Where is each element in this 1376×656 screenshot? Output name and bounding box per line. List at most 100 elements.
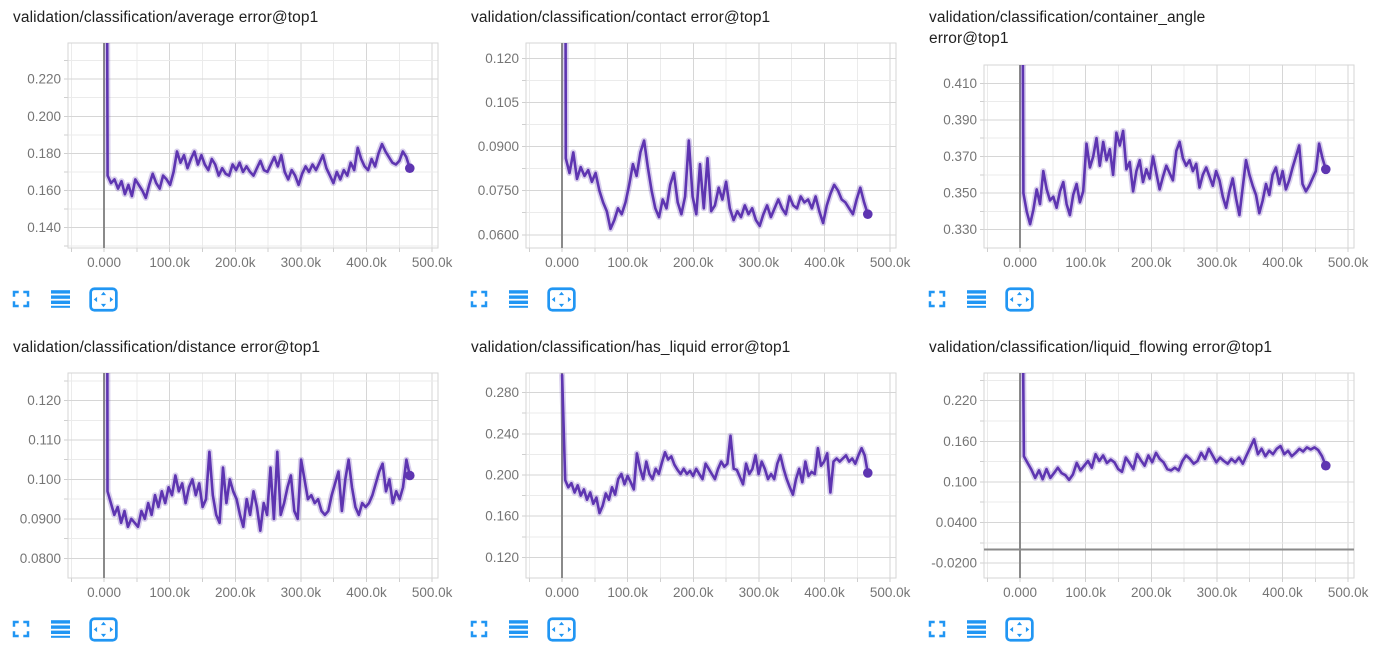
fullscreen-icon bbox=[928, 620, 946, 638]
x-tick-label: 300.0k bbox=[281, 585, 322, 600]
y-tick-label: 0.200 bbox=[27, 109, 61, 124]
x-tick-label: 0.000 bbox=[545, 585, 579, 600]
x-tick-label: 0.000 bbox=[1003, 255, 1037, 270]
expand-chart-button[interactable] bbox=[926, 618, 948, 640]
line-chart[interactable]: 0.120 0.160 0.200 0.240 0.280 0.000 100.0k 200.… bbox=[458, 360, 916, 600]
y-tick-label: 0.160 bbox=[27, 183, 61, 198]
y-tick-label: 0.220 bbox=[943, 393, 977, 408]
series-line bbox=[106, 373, 412, 532]
x-tick-label: 500.0k bbox=[412, 255, 453, 270]
fit-domain-button[interactable] bbox=[1005, 616, 1034, 642]
x-tick-label: 400.0k bbox=[346, 585, 387, 600]
series-line bbox=[1021, 373, 1328, 482]
y-tick-label: 0.100 bbox=[27, 472, 61, 487]
y-tick-label: 0.160 bbox=[943, 434, 977, 449]
fit-domain-icon bbox=[547, 616, 576, 642]
runs-list-button[interactable] bbox=[48, 617, 73, 641]
x-tick-label: 500.0k bbox=[1328, 255, 1369, 270]
fit-domain-icon bbox=[89, 616, 118, 642]
x-tick-label: 200.0k bbox=[1131, 585, 1172, 600]
fit-domain-icon bbox=[1005, 286, 1034, 312]
x-tick-label: 500.0k bbox=[1328, 585, 1369, 600]
y-tick-label: 0.330 bbox=[943, 222, 977, 237]
fit-domain-icon bbox=[1005, 616, 1034, 642]
fit-domain-button[interactable] bbox=[1005, 286, 1034, 312]
y-tick-label: 0.160 bbox=[485, 509, 519, 524]
line-chart[interactable]: -0.0200 0.0400 0.100 0.160 0.220 0.000 100.0k 2… bbox=[916, 360, 1374, 600]
y-tick-label: 0.0900 bbox=[20, 511, 61, 526]
fit-domain-button[interactable] bbox=[89, 286, 118, 312]
x-tick-label: 200.0k bbox=[673, 255, 714, 270]
grid-lines bbox=[522, 43, 896, 252]
y-tick-label: 0.0400 bbox=[936, 515, 977, 530]
line-chart[interactable]: 0.0800 0.0900 0.100 0.110 0.120 0.000 100.0k 20… bbox=[0, 360, 458, 600]
x-tick-label: 400.0k bbox=[804, 255, 845, 270]
horizontal-lines-icon bbox=[967, 290, 986, 308]
y-tick-label: 0.0750 bbox=[478, 183, 519, 198]
x-tick-label: 400.0k bbox=[1262, 585, 1303, 600]
plot-border bbox=[67, 372, 439, 579]
y-tick-label: 0.390 bbox=[943, 112, 977, 127]
series-halo bbox=[559, 373, 871, 517]
plot-border bbox=[525, 372, 897, 579]
expand-chart-button[interactable] bbox=[926, 288, 948, 310]
runs-list-button[interactable] bbox=[964, 617, 989, 641]
fit-domain-button[interactable] bbox=[547, 286, 576, 312]
x-tick-label: 0.000 bbox=[87, 585, 121, 600]
line-chart[interactable]: 0.0600 0.0750 0.0900 0.105 0.120 0.000 100.0k 2… bbox=[458, 30, 916, 270]
runs-list-button[interactable] bbox=[48, 287, 73, 311]
x-tick-label: 300.0k bbox=[281, 255, 322, 270]
expand-chart-button[interactable] bbox=[10, 618, 32, 640]
fit-domain-button[interactable] bbox=[89, 616, 118, 642]
runs-list-button[interactable] bbox=[964, 287, 989, 311]
x-tick-label: 300.0k bbox=[1197, 255, 1238, 270]
fit-domain-icon bbox=[547, 286, 576, 312]
x-tick-label: 500.0k bbox=[412, 585, 453, 600]
horizontal-lines-icon bbox=[51, 620, 70, 638]
expand-chart-button[interactable] bbox=[10, 288, 32, 310]
chart-title: validation/classification/container_angl… bbox=[929, 9, 1206, 47]
chart-title: validation/classification/average error@… bbox=[13, 9, 319, 26]
x-tick-label: 300.0k bbox=[1197, 585, 1238, 600]
fit-domain-button[interactable] bbox=[547, 616, 576, 642]
x-tick-label: 100.0k bbox=[607, 585, 648, 600]
x-tick-label: 200.0k bbox=[215, 255, 256, 270]
y-tick-label: -0.0200 bbox=[931, 556, 977, 571]
y-tick-label: 0.350 bbox=[943, 186, 977, 201]
line-chart[interactable]: 0.140 0.160 0.180 0.200 0.220 0.000 100.0k 200.… bbox=[0, 30, 458, 270]
y-tick-label: 0.280 bbox=[485, 385, 519, 400]
chart-toolbar bbox=[10, 285, 118, 313]
chart-card: validation/classification/distance error… bbox=[0, 330, 458, 656]
expand-chart-button[interactable] bbox=[468, 618, 490, 640]
chart-toolbar bbox=[926, 615, 1034, 643]
y-tick-label: 0.0900 bbox=[478, 139, 519, 154]
y-tick-label: 0.240 bbox=[485, 426, 519, 441]
y-tick-label: 0.120 bbox=[27, 393, 61, 408]
chart-card: validation/classification/has_liquid err… bbox=[458, 330, 916, 656]
x-tick-label: 400.0k bbox=[1262, 255, 1303, 270]
runs-list-button[interactable] bbox=[506, 287, 531, 311]
end-point-dot bbox=[862, 468, 873, 478]
end-point-dot bbox=[1320, 460, 1331, 471]
chart-title: validation/classification/contact error@… bbox=[471, 9, 771, 26]
fit-domain-icon bbox=[89, 286, 118, 312]
chart-toolbar bbox=[10, 615, 118, 643]
y-tick-label: 0.105 bbox=[485, 95, 519, 110]
x-tick-label: 500.0k bbox=[870, 255, 911, 270]
y-tick-label: 0.100 bbox=[943, 474, 977, 489]
y-tick-label: 0.120 bbox=[485, 51, 519, 66]
chart-card: validation/classification/contact error@… bbox=[458, 0, 916, 326]
x-tick-label: 200.0k bbox=[1131, 255, 1172, 270]
x-tick-label: 100.0k bbox=[607, 255, 648, 270]
end-point-dot bbox=[404, 163, 415, 174]
horizontal-lines-icon bbox=[51, 290, 70, 308]
x-tick-label: 100.0k bbox=[1065, 255, 1106, 270]
chart-title: validation/classification/has_liquid err… bbox=[471, 339, 791, 356]
x-tick-label: 0.000 bbox=[1003, 585, 1037, 600]
runs-list-button[interactable] bbox=[506, 617, 531, 641]
line-chart[interactable]: 0.330 0.350 0.370 0.390 0.410 0.000 100.0k 200.… bbox=[916, 30, 1374, 270]
expand-chart-button[interactable] bbox=[468, 288, 490, 310]
axis-labels: 0.0800 0.0900 0.100 0.110 0.120 0.000 100.0k 20… bbox=[20, 393, 453, 600]
series-line bbox=[1021, 65, 1328, 226]
x-tick-label: 400.0k bbox=[804, 585, 845, 600]
